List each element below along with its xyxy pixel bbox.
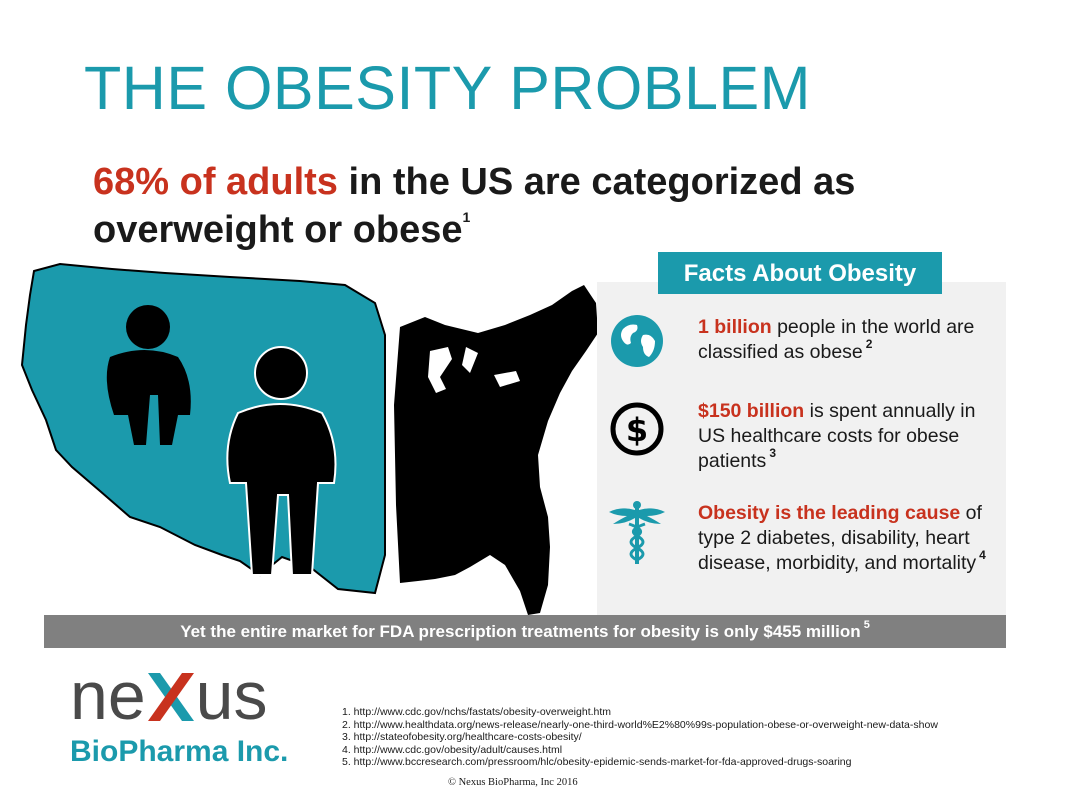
- us-map-west-teal: [20, 262, 386, 595]
- svg-text:$: $: [626, 411, 648, 449]
- fact-item: Obesity is the leading cause of type 2 d…: [698, 501, 998, 576]
- reference-item: 2. http://www.healthdata.org/news-releas…: [342, 718, 938, 731]
- headline: 68% of adults in the US are categorized …: [93, 158, 993, 254]
- references-list: 1. http://www.cdc.gov/nchs/fastats/obesi…: [342, 706, 938, 769]
- fact-item: $150 billion is spent annually in US hea…: [698, 399, 998, 474]
- reference-item: 5. http://www.bccresearch.com/pressroom/…: [342, 756, 852, 768]
- fact-highlight: $150 billion: [698, 400, 805, 422]
- market-text: Yet the entire market for FDA prescripti…: [180, 622, 861, 641]
- us-map-illustration: [20, 262, 598, 615]
- facts-panel: [597, 282, 1006, 615]
- fact-highlight: Obesity is the leading cause: [698, 502, 961, 524]
- reference-item: 4. http://www.cdc.gov/obesity/adult/caus…: [342, 743, 563, 756]
- reference-item: 3. http://stateofobesity.org/healthcare-…: [342, 731, 582, 743]
- market-banner: Yet the entire market for FDA prescripti…: [44, 615, 1006, 648]
- headline-ref: 1: [462, 209, 471, 226]
- fact-ref: 3: [769, 445, 776, 460]
- caduceus-icon: [609, 501, 665, 564]
- nexus-logo: neXus: [70, 662, 267, 730]
- facts-heading: Facts About Obesity: [658, 252, 942, 294]
- market-ref: 5: [863, 619, 870, 632]
- logo-part-ne: ne: [70, 658, 146, 734]
- globe-icon: [611, 315, 663, 367]
- dollar-coin-icon: $: [610, 402, 664, 456]
- logo-subtitle: BioPharma Inc.: [70, 735, 289, 768]
- fact-ref: 2: [865, 336, 873, 351]
- fact-ref: 4: [979, 547, 986, 562]
- person-silhouette-icon: [106, 305, 191, 445]
- headline-highlight: 68% of adults: [93, 161, 338, 203]
- fact-body: of type 2 diabetes, disability, heart di…: [698, 502, 982, 574]
- logo-part-us: us: [195, 658, 268, 734]
- copyright: © Nexus BioPharma, Inc 2016: [448, 777, 578, 788]
- slide-title: THE OBESITY PROBLEM: [84, 54, 811, 122]
- headline-text: in the US are categorized as overweight …: [93, 161, 856, 251]
- fact-body: people in the world are classified as ob…: [698, 316, 975, 363]
- reference-item: 1. http://www.cdc.gov/nchs/fastats/obesi…: [342, 706, 612, 718]
- fact-body: is spent annually in US healthcare costs…: [698, 400, 976, 472]
- fact-highlight: 1 billion: [698, 316, 772, 338]
- logo-x-mark: X: [146, 662, 196, 730]
- us-map-east-black: [394, 285, 598, 615]
- person-silhouette-large-icon: [226, 346, 337, 576]
- fact-item: 1 billion people in the world are classi…: [698, 315, 998, 365]
- logo-x-icon: X: [147, 673, 194, 721]
